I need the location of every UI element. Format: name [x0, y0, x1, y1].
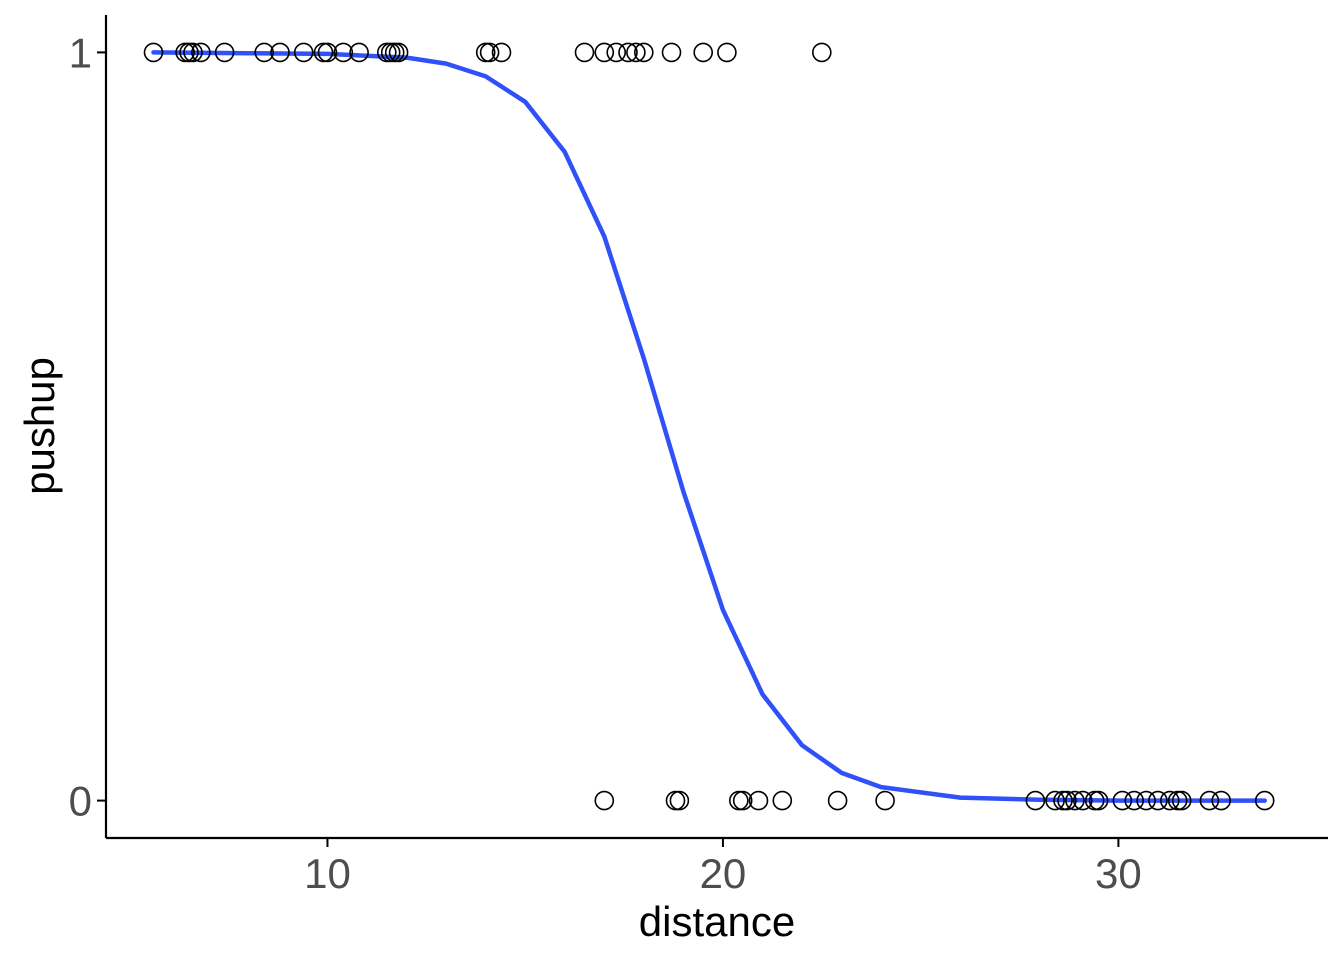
- data-point: [475, 42, 496, 63]
- data-point: [191, 42, 211, 63]
- data-point: [293, 42, 314, 63]
- data-point: [1136, 790, 1156, 811]
- data-point: [183, 42, 203, 63]
- data-point: [1171, 790, 1192, 811]
- x-axis-title: distance: [639, 898, 795, 945]
- data-point: [175, 42, 195, 63]
- data-point: [618, 42, 638, 63]
- data-point: [1124, 790, 1144, 811]
- x-tick-label: 10: [304, 850, 351, 897]
- data-point: [384, 42, 405, 63]
- data-point: [1211, 790, 1231, 811]
- axes: 10 20 30 01: [69, 15, 1328, 897]
- data-point: [388, 42, 409, 63]
- logistic-fit-curve: [151, 50, 1267, 803]
- data-point: [748, 790, 769, 811]
- data-point: [214, 42, 235, 63]
- data-point: [594, 790, 615, 811]
- data-point: [1112, 790, 1133, 811]
- data-point: [827, 790, 848, 811]
- y-axis-title: pushup: [16, 357, 63, 495]
- data-point: [717, 42, 737, 63]
- data-point: [1088, 790, 1109, 811]
- data-point: [732, 790, 753, 811]
- data-point: [875, 790, 895, 811]
- data-point: [479, 42, 500, 63]
- data-point: [1057, 790, 1077, 811]
- data-point: [143, 42, 164, 63]
- data-point: [574, 42, 595, 63]
- data-point: [1084, 790, 1105, 811]
- data-point: [693, 42, 714, 63]
- data-point: [665, 790, 686, 811]
- x-tick-label: 30: [1095, 850, 1142, 897]
- data-point: [1045, 790, 1065, 811]
- plot-area: [143, 42, 1275, 811]
- data-point: [1025, 790, 1046, 811]
- data-point: [1053, 790, 1073, 811]
- data-point: [254, 42, 275, 63]
- data-point: [1160, 790, 1180, 811]
- y-ticks: 01: [69, 29, 106, 825]
- data-point: [1065, 790, 1085, 811]
- data-point: [491, 42, 512, 63]
- data-point: [1254, 790, 1275, 811]
- data-point: [661, 42, 682, 63]
- data-point: [376, 42, 397, 63]
- x-tick-label: 20: [700, 850, 747, 897]
- data-point: [313, 42, 334, 63]
- data-point: [626, 42, 646, 63]
- data-point: [179, 42, 199, 63]
- data-point: [380, 42, 401, 63]
- data-point: [669, 790, 690, 811]
- data-point: [728, 790, 749, 811]
- data-point: [270, 42, 290, 63]
- data-point: [633, 42, 654, 63]
- data-point: [1073, 790, 1093, 811]
- data-point: [1167, 790, 1188, 811]
- y-tick-label: 1: [69, 29, 92, 76]
- data-point: [594, 42, 615, 63]
- data-point: [1199, 790, 1220, 811]
- data-point: [317, 42, 338, 63]
- data-point: [772, 790, 793, 811]
- x-ticks: 10 20 30: [304, 838, 1142, 897]
- data-point: [811, 42, 832, 63]
- data-point: [349, 42, 369, 63]
- data-point: [1148, 790, 1168, 811]
- data-point: [606, 42, 627, 63]
- data-point: [333, 42, 354, 63]
- y-tick-label: 0: [69, 778, 92, 825]
